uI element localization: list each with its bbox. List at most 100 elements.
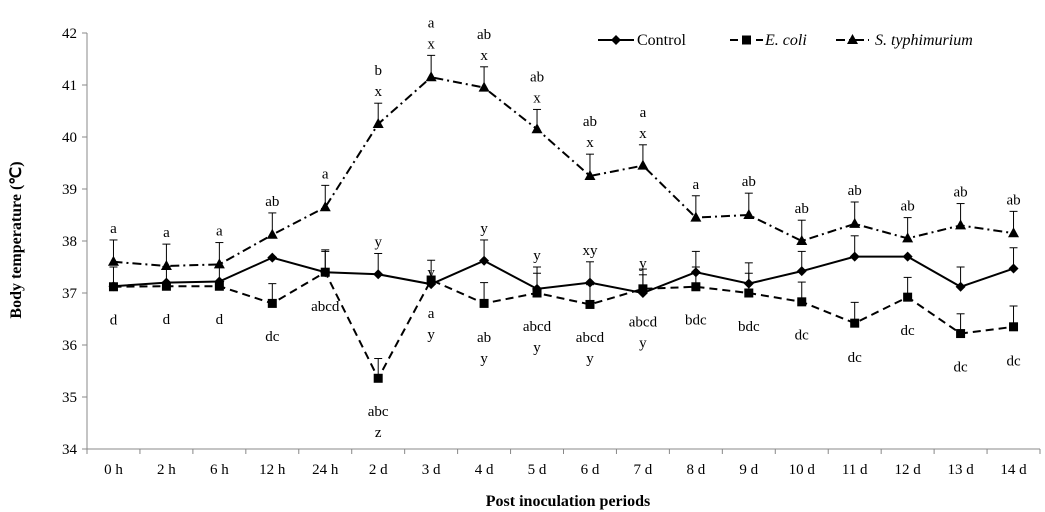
data-point-square <box>373 373 383 383</box>
data-point-diamond <box>479 255 490 266</box>
y-tick-label: 36 <box>62 338 78 354</box>
data-point-triangle <box>372 118 384 128</box>
significance-label: y <box>427 327 435 343</box>
significance-label: y <box>427 265 435 281</box>
significance-label: d <box>110 313 118 329</box>
significance-label: y <box>586 351 594 367</box>
legend-label: Control <box>637 32 686 49</box>
significance-label: a <box>110 221 117 237</box>
significance-label: z <box>375 425 382 441</box>
significance-label: dc <box>848 350 863 366</box>
data-point-square <box>797 297 807 307</box>
significance-label: abcd <box>523 319 552 335</box>
series-line <box>113 76 1014 267</box>
x-tick-label: 2 h <box>157 462 176 478</box>
x-tick-label: 11 d <box>842 462 868 478</box>
data-point-triangle <box>637 159 649 170</box>
data-point-triangle <box>902 232 914 243</box>
data-point-triangle <box>584 170 596 180</box>
series-lines <box>113 76 1014 381</box>
significance-label: x <box>480 48 488 64</box>
data-point-square <box>426 275 436 285</box>
data-point-triangle <box>847 34 858 44</box>
significance-label: bdc <box>738 319 760 335</box>
significance-label: a <box>216 224 223 240</box>
significance-label: y <box>480 221 488 237</box>
y-tick-label: 39 <box>62 182 77 198</box>
significance-label: dc <box>1006 354 1021 370</box>
x-tick-label: 10 d <box>789 462 816 478</box>
x-tick-label: 5 d <box>528 462 547 478</box>
significance-label: dc <box>265 329 280 345</box>
data-point-triangle <box>743 209 755 219</box>
data-point-diamond <box>955 281 966 292</box>
data-point-triangle <box>160 259 172 270</box>
significance-label: ab <box>795 201 809 217</box>
significance-label: b <box>374 63 382 79</box>
significance-label: y <box>639 336 647 352</box>
data-point-square <box>1009 322 1019 332</box>
data-point-diamond <box>584 277 595 288</box>
x-axis-title: Post inoculation periods <box>486 493 650 510</box>
data-point-diamond <box>267 252 278 263</box>
data-point-square <box>108 282 118 292</box>
significance-label: y <box>374 234 382 250</box>
significance-label: bdc <box>685 313 707 329</box>
data-point-triangle <box>266 228 278 239</box>
significance-label: ab <box>265 194 279 210</box>
significance-label: dc <box>901 323 916 339</box>
significance-label: abc <box>368 404 389 420</box>
data-point-triangle <box>955 219 967 230</box>
data-point-square <box>585 299 595 309</box>
legend: Control E. coli S. typhimurium <box>598 32 973 49</box>
x-tick-label: 14 d <box>1000 462 1027 478</box>
data-point-square <box>742 35 751 45</box>
data-point-diamond <box>611 35 621 45</box>
data-point-square <box>161 281 171 291</box>
significance-label: x <box>427 36 435 52</box>
data-point-triangle <box>531 123 543 134</box>
data-point-square <box>214 281 224 291</box>
significance-label: ab <box>1006 192 1020 208</box>
data-point-triangle <box>849 217 861 228</box>
significance-label: a <box>322 166 329 182</box>
significance-label: ab <box>583 114 597 130</box>
y-tick-label: 37 <box>62 286 78 302</box>
significance-label: a <box>428 306 435 322</box>
data-point-diamond <box>902 251 913 262</box>
y-tick-label: 34 <box>62 442 78 458</box>
data-point-triangle <box>1008 227 1020 238</box>
data-point-triangle <box>213 258 225 269</box>
y-tick-label: 41 <box>62 78 77 94</box>
data-point-square <box>532 288 542 298</box>
significance-label: a <box>693 177 700 193</box>
x-tick-label: 12 d <box>895 462 922 478</box>
data-point-square <box>691 282 701 292</box>
significance-label: a <box>640 105 647 121</box>
data-point-diamond <box>849 251 860 262</box>
x-tick-label: 12 h <box>259 462 286 478</box>
significance-label: x <box>639 126 647 142</box>
x-tick-label: 13 d <box>947 462 974 478</box>
significance-label: ab <box>477 330 491 346</box>
significance-label: a <box>428 15 435 31</box>
significance-label: ab <box>530 69 544 85</box>
data-point-square <box>267 298 277 308</box>
significance-label: y <box>480 351 488 367</box>
data-point-square <box>850 318 860 328</box>
data-point-triangle <box>319 201 331 212</box>
significance-label: xy <box>582 243 598 259</box>
x-tick-label: 24 h <box>312 462 339 478</box>
data-point-triangle <box>425 71 437 82</box>
data-point-diamond <box>743 278 754 289</box>
significance-label: ab <box>848 183 862 199</box>
significance-label: dc <box>953 359 968 375</box>
x-tick-label: 0 h <box>104 462 123 478</box>
significance-label: abcd <box>311 299 340 315</box>
significance-label: ab <box>477 27 491 43</box>
data-point-square <box>638 284 648 294</box>
significance-label: dc <box>795 328 810 344</box>
y-tick-label: 35 <box>62 390 77 406</box>
significance-label: x <box>586 135 594 151</box>
data-point-square <box>956 329 966 339</box>
